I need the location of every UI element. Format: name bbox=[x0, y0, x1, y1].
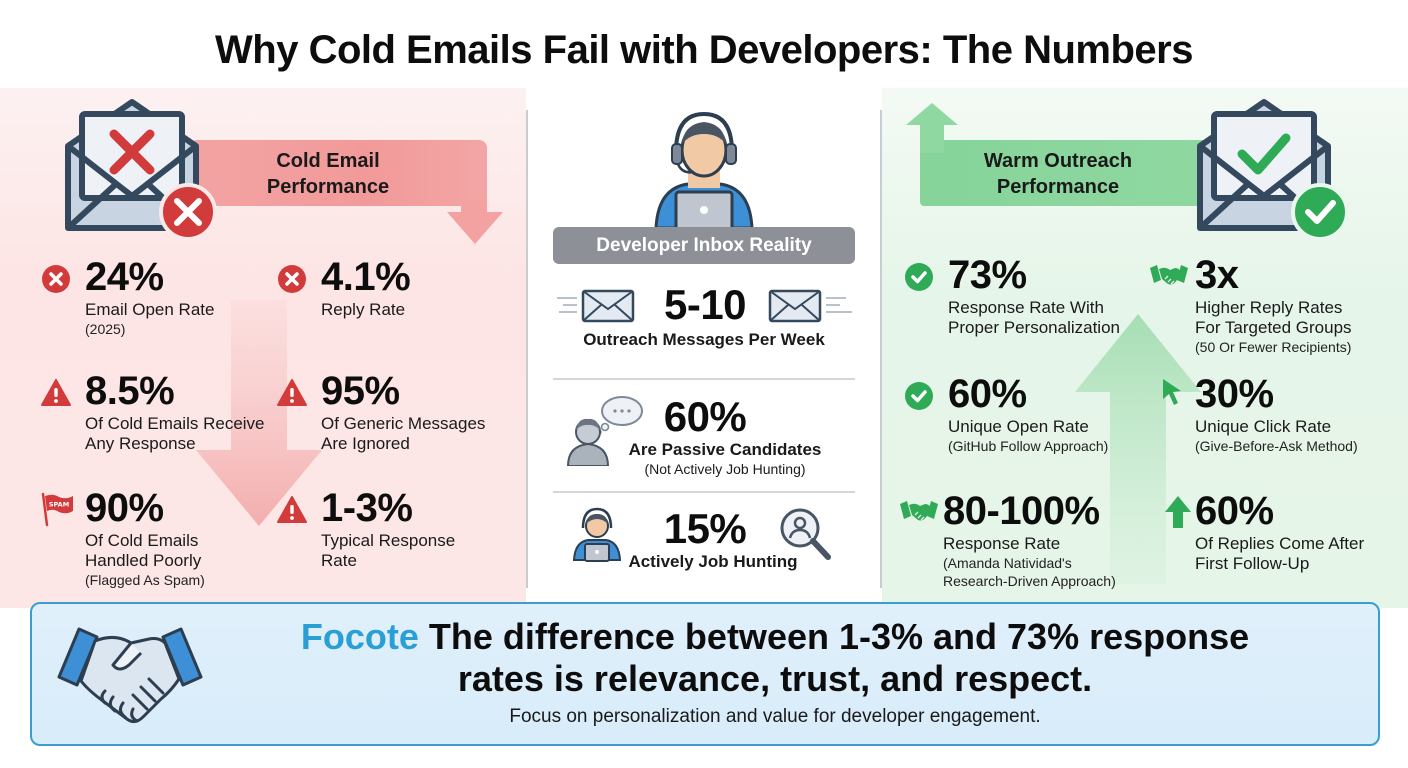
passive-candidate-thinking-icon bbox=[566, 396, 643, 466]
stat-email-open-rate: 24% Email Open Rate (2025) bbox=[42, 256, 214, 338]
stat-typical-response: 1-3% Typical Response Rate bbox=[277, 487, 455, 571]
developer-inbox-pill: Developer Inbox Reality bbox=[553, 227, 855, 264]
svg-text:SPAM: SPAM bbox=[49, 501, 69, 509]
check-circle-icon bbox=[905, 382, 933, 410]
stat-passive-candidates-label: Are Passive Candidates bbox=[628, 440, 822, 459]
divider-left bbox=[526, 110, 528, 588]
stat-targeted-groups: 3x Higher Reply Rates For Targeted Group… bbox=[1150, 254, 1352, 356]
stat-replies-after-follow-up: 60% Of Replies Come After First Follow-U… bbox=[1165, 490, 1364, 574]
magnifier-search-person-icon bbox=[780, 508, 831, 560]
warning-triangle-icon bbox=[41, 379, 71, 406]
handshake-icon bbox=[1150, 265, 1188, 285]
key-takeaway-callout bbox=[30, 602, 1380, 746]
stat-unique-click-rate: 30% Unique Click Rate (Give-Before-Ask M… bbox=[1163, 373, 1358, 455]
divider bbox=[553, 491, 855, 493]
developer-with-headset-icon bbox=[654, 111, 754, 228]
stat-passive-candidates-sub: (Not Actively Job Hunting) bbox=[644, 461, 806, 477]
brand-name: Focote bbox=[300, 616, 419, 657]
callout-subtext: Focus on personalization and value for d… bbox=[509, 706, 1041, 727]
stat-reply-rate: 4.1% Reply Rate bbox=[278, 256, 411, 320]
stat-personalized-response-rate: 73% Response Rate With Proper Personaliz… bbox=[905, 254, 1120, 338]
arrow-up-icon bbox=[1165, 496, 1191, 528]
page-title: Why Cold Emails Fail with Developers: Th… bbox=[215, 28, 1193, 72]
warm-outreach-banner bbox=[920, 140, 1210, 206]
failed-email-envelope-icon bbox=[65, 99, 217, 240]
banner-up-arrow-icon bbox=[906, 103, 958, 153]
stat-outreach-per-week-label: Outreach Messages Per Week bbox=[583, 330, 825, 349]
check-circle-icon bbox=[905, 263, 933, 291]
successful-email-envelope-icon bbox=[1197, 99, 1349, 240]
x-circle-icon bbox=[42, 265, 70, 293]
banner-down-arrow-icon bbox=[447, 200, 503, 244]
envelope-incoming-icon bbox=[557, 289, 635, 323]
divider-right bbox=[880, 110, 882, 588]
warning-triangle-icon bbox=[277, 379, 307, 406]
spam-flag-icon: SPAM bbox=[41, 492, 73, 527]
x-circle-icon bbox=[278, 265, 306, 293]
callout-headline: Focote The difference between 1-3% and 7… bbox=[300, 616, 1250, 699]
handshake-icon bbox=[900, 501, 938, 521]
handshake-icon bbox=[57, 627, 203, 724]
up-trend-arrow-icon bbox=[1075, 314, 1201, 584]
stat-passive-candidates-value: 60% bbox=[663, 393, 747, 440]
envelope-outgoing-icon bbox=[768, 289, 852, 323]
down-trend-arrow-icon bbox=[196, 300, 322, 526]
warm-outreach-banner-title: Warm Outreach Performance bbox=[983, 150, 1133, 198]
cold-email-banner-title: Cold Email Performance bbox=[266, 150, 390, 198]
stat-generic-ignored: 95% Of Generic Messages Are Ignored bbox=[277, 370, 485, 454]
warning-triangle-icon bbox=[277, 496, 307, 523]
stat-handled-poorly: SPAM 90% Of Cold Emails Handled Poorly (… bbox=[41, 487, 205, 589]
divider bbox=[553, 378, 855, 380]
stat-outreach-per-week-value: 5-10 bbox=[663, 281, 747, 328]
active-job-hunter-icon bbox=[572, 507, 622, 562]
cursor-icon bbox=[1163, 379, 1181, 405]
stat-research-driven-response: 80-100% Response Rate (Amanda Natividad'… bbox=[900, 490, 1116, 590]
stat-any-response: 8.5% Of Cold Emails Receive Any Response bbox=[41, 370, 265, 454]
cold-email-banner bbox=[192, 140, 487, 206]
stat-actively-hunting-label: Actively Job Hunting bbox=[628, 552, 798, 571]
stat-unique-open-rate: 60% Unique Open Rate (GitHub Follow Appr… bbox=[905, 373, 1108, 455]
stat-actively-hunting-value: 15% bbox=[663, 505, 747, 552]
